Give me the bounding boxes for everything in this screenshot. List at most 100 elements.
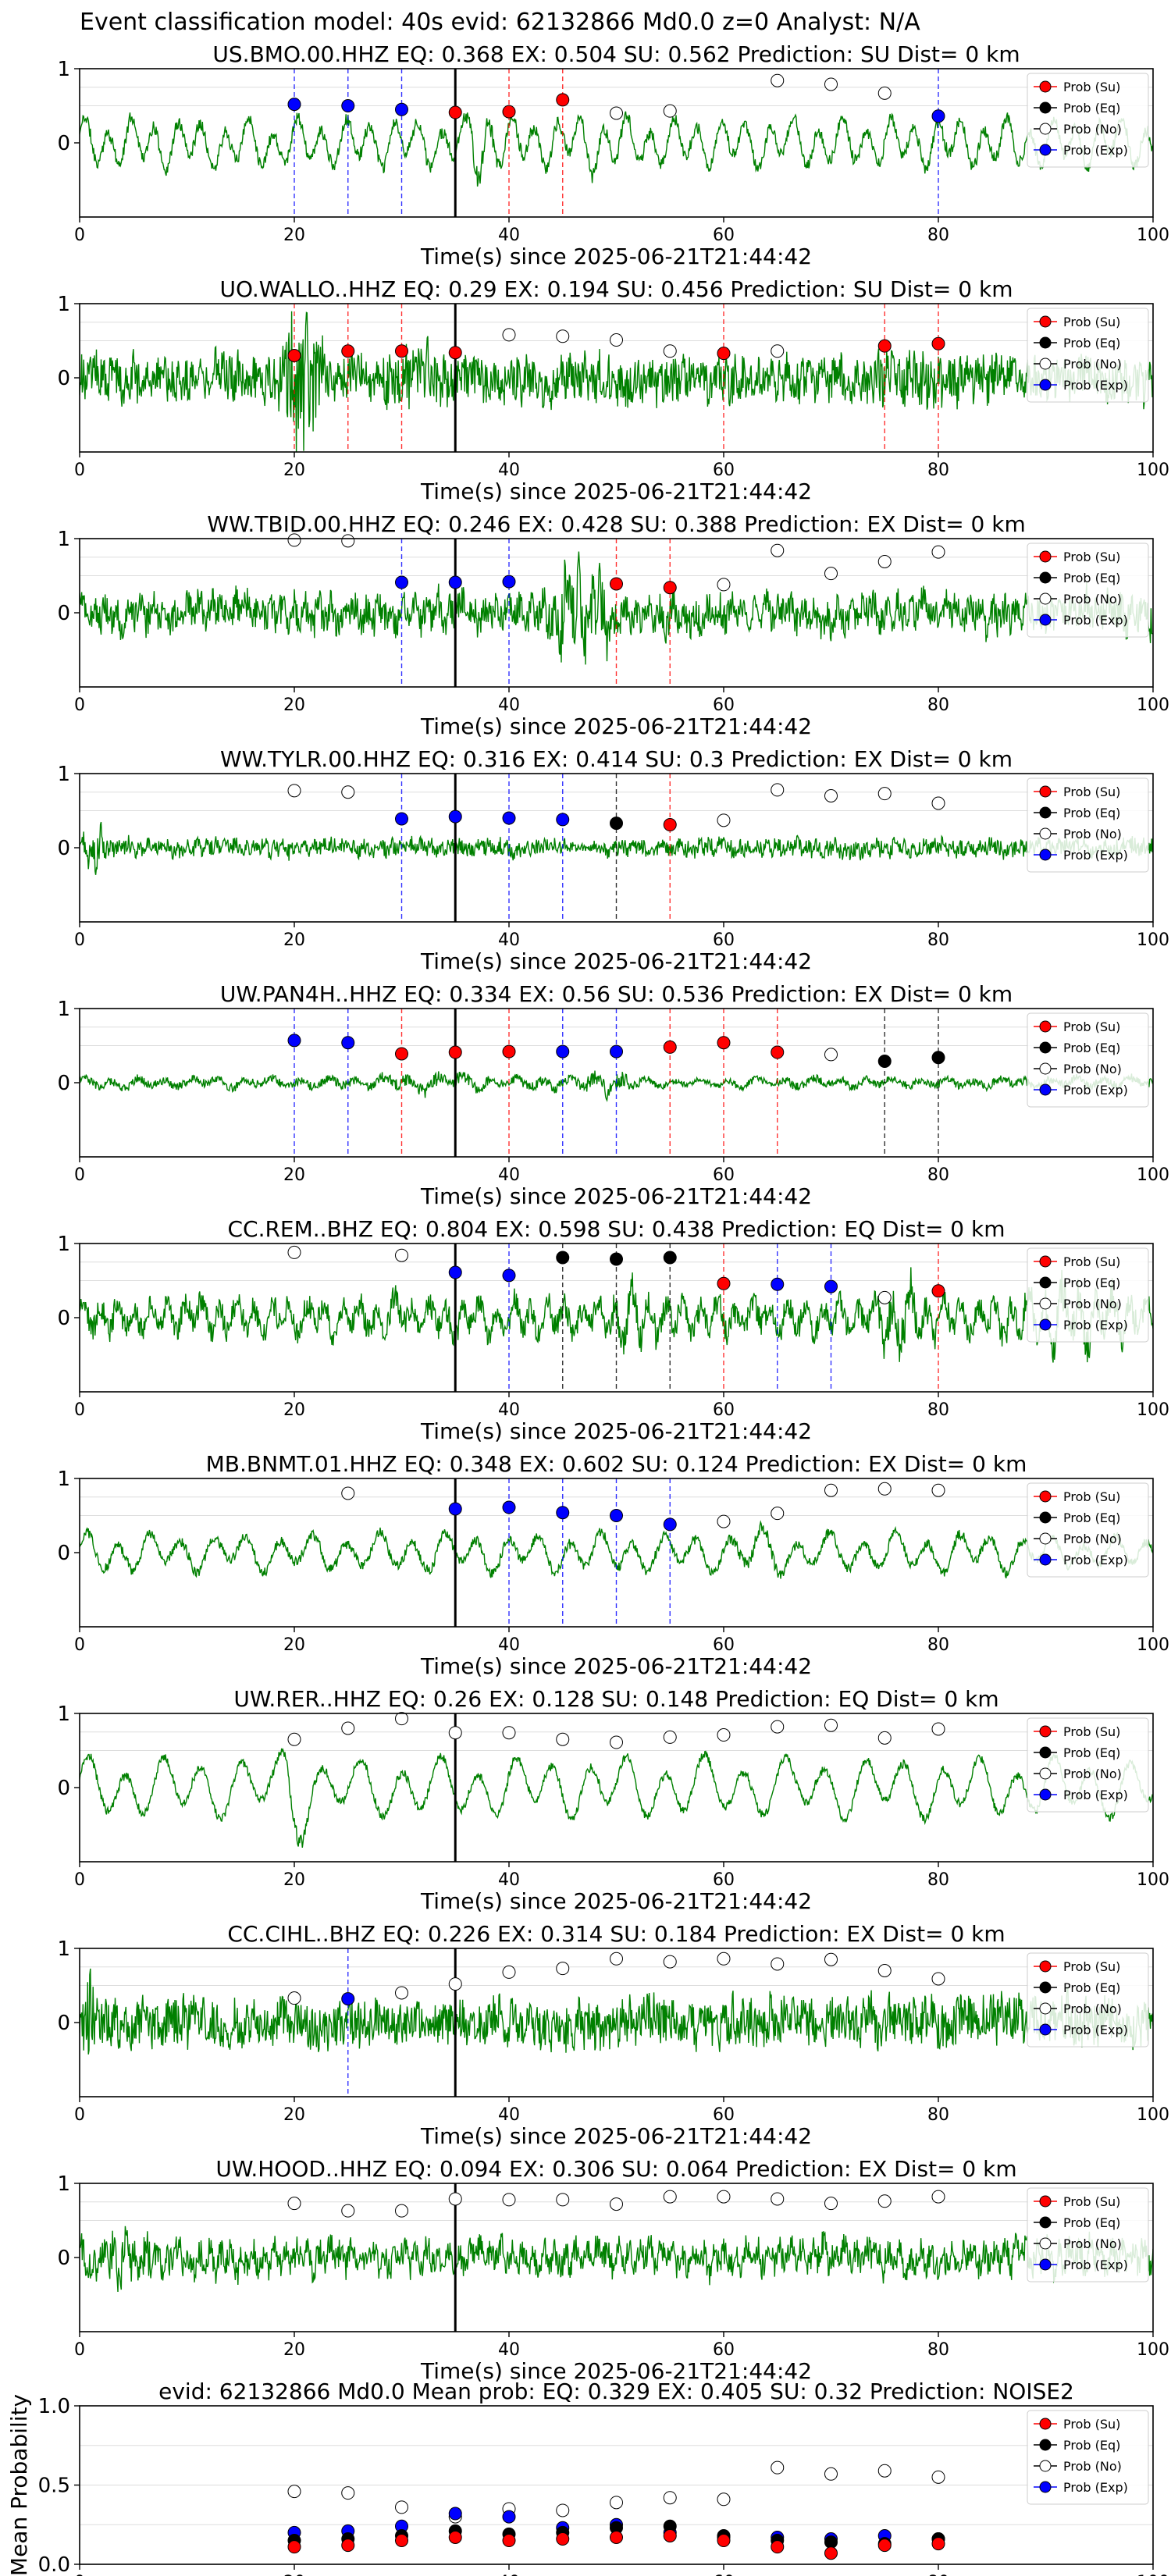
legend-label: Prob (Eq) — [1063, 336, 1120, 350]
prob-marker-exp — [556, 1044, 570, 1059]
prob-marker-no — [341, 534, 355, 548]
prob-marker-exp — [663, 1517, 677, 1532]
panel-0: US.BMO.00.HHZ EQ: 0.368 EX: 0.504 SU: 0.… — [57, 41, 1169, 269]
legend-box — [1027, 1482, 1149, 1578]
prob-marker-no — [663, 2190, 677, 2204]
legend-label: Prob (Su) — [1063, 1959, 1120, 1974]
panel-6: MB.BNMT.01.HHZ EQ: 0.348 EX: 0.602 SU: 0… — [57, 1451, 1169, 1679]
prob-marker-no — [771, 1507, 785, 1521]
prob-marker-no — [395, 1986, 408, 2000]
x-tick-label: 100 — [1137, 696, 1169, 715]
prob-marker-exp — [824, 1279, 838, 1293]
legend-label: Prob (Exp) — [1063, 1788, 1128, 1802]
legend-label: Prob (No) — [1063, 1532, 1122, 1546]
legend-label: Prob (Eq) — [1063, 1510, 1120, 1525]
legend-swatch-no — [1039, 1062, 1052, 1075]
legend-box — [1027, 777, 1149, 873]
legend-label: Prob (Eq) — [1063, 571, 1120, 585]
mean-prob-marker-no — [771, 2460, 785, 2475]
legend-label: Prob (Exp) — [1063, 2480, 1128, 2495]
prob-marker-no — [931, 1483, 945, 1497]
legend-label: Prob (Eq) — [1063, 806, 1120, 820]
panel-title: CC.CIHL..BHZ EQ: 0.226 EX: 0.314 SU: 0.1… — [227, 1921, 1005, 1947]
x-tick-label: 0 — [74, 696, 85, 715]
x-tick-label: 60 — [713, 2340, 735, 2360]
x-tick-label: 0 — [74, 2340, 85, 2360]
x-tick-label: 20 — [283, 1400, 305, 1420]
x-tick-label: 0 — [74, 930, 85, 950]
legend-swatch-no — [1039, 2460, 1052, 2472]
x-axis-label: Time(s) since 2025-06-21T21:44:42 — [420, 244, 812, 269]
prob-marker-exp — [610, 1044, 623, 1059]
legend-box — [1027, 1012, 1149, 1108]
legend-swatch-su — [1039, 2195, 1052, 2208]
prob-marker-no — [877, 1482, 892, 1496]
plot-area — [80, 1009, 1153, 1157]
plot-area — [80, 69, 1153, 217]
prob-marker-no — [877, 2194, 892, 2208]
prob-marker-no — [341, 785, 355, 799]
x-tick-label: 80 — [927, 2573, 949, 2576]
prob-marker-exp — [610, 1509, 623, 1522]
legend-swatch-su — [1039, 315, 1052, 328]
panel-8: CC.CIHL..BHZ EQ: 0.226 EX: 0.314 SU: 0.1… — [57, 1921, 1169, 2149]
panel-title: UW.RER..HHZ EQ: 0.26 EX: 0.128 SU: 0.148… — [233, 1686, 998, 1712]
panel-title: UW.PAN4H..HHZ EQ: 0.334 EX: 0.56 SU: 0.5… — [220, 981, 1013, 1007]
x-tick-label: 100 — [1137, 1870, 1169, 1890]
x-tick-label: 20 — [283, 2340, 305, 2360]
prob-marker-no — [824, 789, 838, 802]
legend: Prob (Su) Prob (Eq) Prob (No) Prob (Exp) — [1027, 2187, 1149, 2282]
legend-swatch-eq — [1039, 2216, 1052, 2229]
legend-swatch-exp — [1039, 1553, 1052, 1566]
legend: Prob (Su) Prob (Eq) Prob (No) Prob (Exp) — [1027, 1482, 1149, 1578]
panel-5: CC.REM..BHZ EQ: 0.804 EX: 0.598 SU: 0.43… — [57, 1216, 1169, 1444]
x-tick-label: 100 — [1137, 1635, 1169, 1655]
prob-marker-no — [717, 578, 731, 592]
plot-area — [80, 1948, 1153, 2097]
mean-prob-marker-su — [287, 2540, 301, 2554]
mean-prob-marker-su — [663, 2528, 677, 2542]
legend-swatch-eq — [1039, 806, 1052, 819]
x-tick-label: 20 — [283, 226, 305, 245]
prob-marker-eq — [877, 1054, 892, 1068]
legend: Prob (Su) Prob (Eq) Prob (No) Prob (Exp) — [1027, 777, 1149, 873]
x-tick-label: 40 — [498, 226, 520, 245]
x-tick-label: 0 — [74, 461, 85, 480]
prob-marker-no — [824, 567, 838, 581]
panel-title: WW.TBID.00.HHZ EQ: 0.246 EX: 0.428 SU: 0… — [207, 511, 1026, 537]
prob-marker-exp — [556, 1506, 570, 1520]
y-axis-label: Mean Probability — [6, 2394, 32, 2576]
prob-marker-su — [717, 347, 731, 361]
prob-marker-no — [771, 1957, 785, 1971]
x-tick-label: 60 — [713, 1400, 735, 1420]
prob-marker-no — [931, 2190, 945, 2204]
x-tick-label: 0 — [74, 1870, 85, 1890]
legend-label: Prob (Eq) — [1063, 1980, 1120, 1995]
x-tick-label: 60 — [713, 461, 735, 480]
x-tick-label: 20 — [283, 930, 305, 950]
prob-marker-no — [556, 2193, 570, 2207]
y-tick-label: 0 — [57, 2012, 70, 2035]
x-tick-label: 100 — [1137, 2573, 1169, 2576]
x-tick-label: 0 — [74, 2105, 85, 2125]
panel-9: UW.HOOD..HHZ EQ: 0.094 EX: 0.306 SU: 0.0… — [57, 2156, 1169, 2384]
x-tick-label: 80 — [927, 1165, 949, 1185]
legend: Prob (Su) Prob (Eq) Prob (No) Prob (Exp) — [1027, 1012, 1149, 1108]
legend-swatch-eq — [1039, 101, 1052, 114]
x-tick-label: 0 — [74, 226, 85, 245]
prob-marker-no — [931, 1972, 945, 1986]
panel-title: WW.TYLR.00.HHZ EQ: 0.316 EX: 0.414 SU: 0… — [220, 746, 1013, 772]
prob-marker-exp — [771, 1277, 785, 1291]
prob-marker-exp — [448, 1502, 462, 1516]
x-tick-label: 80 — [927, 1870, 949, 1890]
waveform-trace — [80, 1748, 1153, 1848]
x-tick-label: 20 — [283, 2105, 305, 2125]
legend-swatch-su — [1039, 1020, 1052, 1033]
x-tick-label: 80 — [927, 461, 949, 480]
prob-marker-no — [824, 1718, 838, 1732]
legend-label: Prob (Su) — [1063, 1724, 1120, 1739]
legend-swatch-no — [1039, 2237, 1052, 2250]
x-tick-label: 20 — [283, 1870, 305, 1890]
legend-box — [1027, 543, 1149, 638]
legend-label: Prob (Exp) — [1063, 1318, 1128, 1332]
